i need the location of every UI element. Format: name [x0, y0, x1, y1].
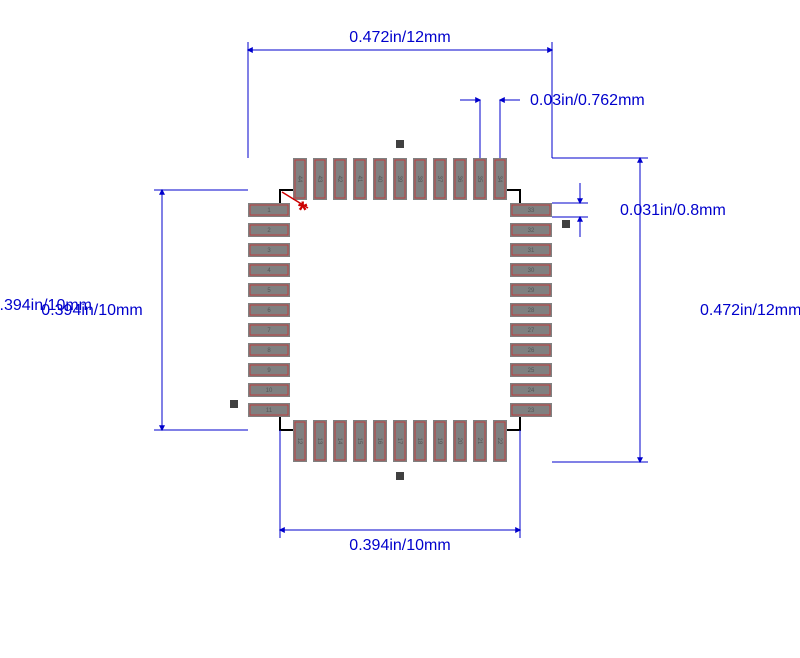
pin: 29	[510, 283, 552, 297]
svg-text:12: 12	[296, 438, 302, 445]
svg-text:36: 36	[456, 176, 462, 183]
dim-label: 0.394in/10mm	[349, 537, 450, 554]
pin: 9	[248, 363, 290, 377]
svg-text:27: 27	[528, 328, 535, 334]
pin: 43	[313, 158, 327, 200]
svg-text:13: 13	[316, 438, 322, 445]
pin: 34	[493, 158, 507, 200]
svg-text:29: 29	[528, 288, 535, 294]
pin: 42	[333, 158, 347, 200]
svg-text:31: 31	[528, 248, 535, 254]
svg-text:33: 33	[528, 208, 535, 214]
svg-text:22: 22	[496, 438, 502, 445]
pin: 1	[248, 203, 290, 217]
svg-text:18: 18	[416, 438, 422, 445]
pin: 14	[333, 420, 347, 462]
svg-text:30: 30	[528, 268, 535, 274]
pin: 21	[473, 420, 487, 462]
pin: 6	[248, 303, 290, 317]
svg-text:10: 10	[266, 388, 273, 394]
svg-text:43: 43	[316, 176, 322, 183]
svg-text:38: 38	[416, 176, 422, 183]
qfp-footprint-diagram: 1234567891011121314151617181920212223242…	[0, 0, 800, 658]
svg-text:42: 42	[336, 176, 342, 183]
svg-text:19: 19	[436, 438, 442, 445]
pin: 3	[248, 243, 290, 257]
svg-text:40: 40	[376, 176, 382, 183]
pin: 12	[293, 420, 307, 462]
svg-text:25: 25	[528, 368, 535, 374]
pin: 44	[293, 158, 307, 200]
pin: 2	[248, 223, 290, 237]
pin: 26	[510, 343, 552, 357]
pin: 13	[313, 420, 327, 462]
svg-text:24: 24	[528, 388, 535, 394]
svg-text:17: 17	[396, 438, 402, 445]
pin: 38	[413, 158, 427, 200]
fiducial	[396, 472, 404, 480]
pin: 15	[353, 420, 367, 462]
pin: 40	[373, 158, 387, 200]
pin: 37	[433, 158, 447, 200]
pin: 8	[248, 343, 290, 357]
svg-text:44: 44	[296, 176, 302, 183]
pin: 31	[510, 243, 552, 257]
pin: 39	[393, 158, 407, 200]
pin: 20	[453, 420, 467, 462]
pin: 17	[393, 420, 407, 462]
pin: 11	[248, 403, 290, 417]
pin: 4	[248, 263, 290, 277]
svg-text:23: 23	[528, 408, 535, 414]
svg-text:37: 37	[436, 176, 442, 183]
fiducial	[230, 400, 238, 408]
pin: 5	[248, 283, 290, 297]
svg-text:39: 39	[396, 176, 402, 183]
svg-text:11: 11	[266, 408, 273, 414]
pin1-marker: *	[298, 197, 308, 224]
pin: 27	[510, 323, 552, 337]
pin: 25	[510, 363, 552, 377]
pin: 36	[453, 158, 467, 200]
pin: 18	[413, 420, 427, 462]
dim-label: 0.472in/12mm	[700, 302, 800, 319]
svg-text:35: 35	[476, 176, 482, 183]
pin: 33	[510, 203, 552, 217]
pin: 30	[510, 263, 552, 277]
pin: 24	[510, 383, 552, 397]
fiducial	[396, 140, 404, 148]
dim-label: 0.472in/12mm	[349, 29, 450, 46]
svg-text:34: 34	[496, 176, 502, 183]
pin: 41	[353, 158, 367, 200]
pin: 32	[510, 223, 552, 237]
svg-text:32: 32	[528, 228, 535, 234]
svg-text:15: 15	[356, 438, 362, 445]
svg-text:16: 16	[376, 438, 382, 445]
svg-text:26: 26	[528, 348, 535, 354]
pin: 23	[510, 403, 552, 417]
svg-text:20: 20	[456, 438, 462, 445]
pin: 10	[248, 383, 290, 397]
fiducial	[562, 220, 570, 228]
svg-text:41: 41	[356, 176, 362, 183]
pin: 7	[248, 323, 290, 337]
svg-text:14: 14	[336, 438, 342, 445]
dim-label: 0.031in/0.8mm	[620, 202, 726, 219]
svg-text:21: 21	[476, 438, 482, 445]
dim-label: 0.03in/0.762mm	[530, 92, 645, 109]
pin: 19	[433, 420, 447, 462]
pin: 35	[473, 158, 487, 200]
dim-label: 0.394in/10mm	[41, 302, 142, 319]
pin: 16	[373, 420, 387, 462]
pin: 22	[493, 420, 507, 462]
svg-text:28: 28	[528, 308, 535, 314]
pin: 28	[510, 303, 552, 317]
